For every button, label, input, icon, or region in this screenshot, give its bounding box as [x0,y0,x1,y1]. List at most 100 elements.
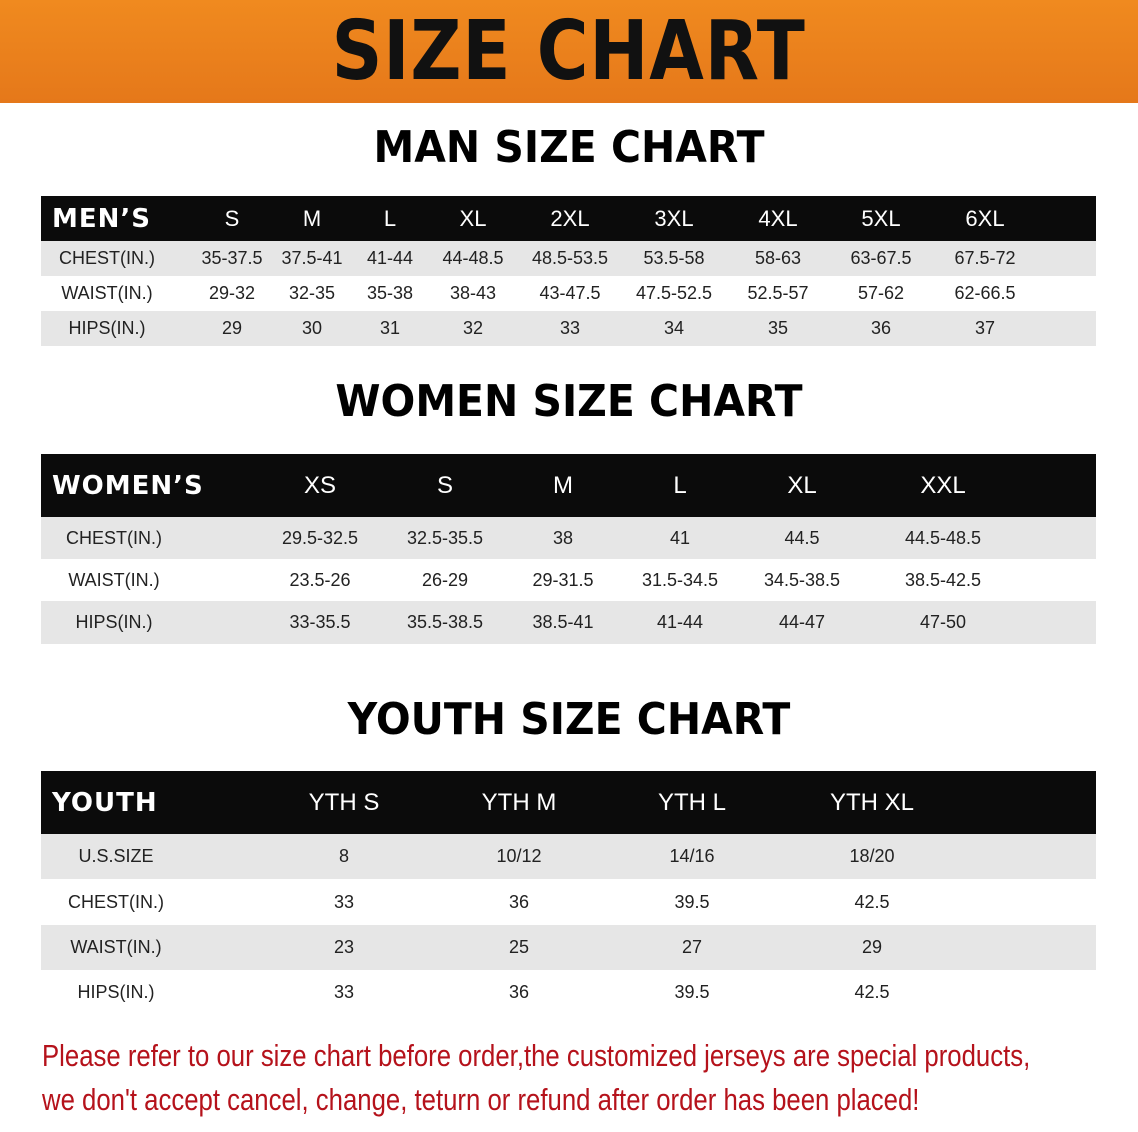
table-cell: 31.5-34.5 [641,569,719,590]
table-cell: 39.5 [674,891,710,912]
table-row: WAIST(IN.) 23.5-26 26-29 29-31.5 31.5-34.5 34… [41,559,1096,601]
table-cell: 58-63 [754,248,802,268]
size-column-header: L [673,471,687,499]
row-label: HIPS(IN.) [75,612,153,632]
size-column-header: YTH L [657,788,727,816]
table-cell: 29-32 [208,283,256,303]
table-cell: 42.5 [854,982,890,1002]
youth-section-title: YOUTH SIZE CHART [347,694,791,745]
row-label: CHEST(IN.) [59,248,155,268]
table-cell: 38.5-42.5 [904,569,982,590]
table-cell: 30 [301,318,323,338]
size-column-header: M [553,471,573,499]
table-header-row: YOUTH YTH S YTH M YTH L YTH XL [41,771,1096,834]
table-row: CHEST(IN.) 29.5-32.5 32.5-35.5 38 41 44.5 44.5… [41,517,1096,559]
table-cell: 32 [462,318,484,338]
table-row: WAIST(IN.) 29-32 32-35 35-38 38-43 43-47.5 47.… [41,276,1096,311]
table-cell: 62-66.5 [954,283,1016,303]
table-cell: 38-43 [449,283,497,303]
notice-line-1: Please refer to our size chart before or… [42,1038,1031,1073]
table-cell: 8 [338,846,350,866]
banner: SIZE CHART [0,0,1138,103]
table-cell: 52.5-57 [747,283,809,303]
table-cell: 67.5-72 [954,248,1016,268]
size-column-header: XS [303,471,337,499]
size-column-header: 5XL [861,205,901,231]
table-cell: 31 [379,318,401,338]
table-cell: 37 [974,318,996,338]
row-label: HIPS(IN.) [68,318,146,338]
table-row: WAIST(IN.) 23 25 27 29 [41,925,1096,970]
table-cell: 33-35.5 [289,612,351,632]
size-column-header: S [436,471,454,499]
youth-size-table: YOUTH YTH S YTH M YTH L YTH XL U.S.SIZE 8 10/12… [41,771,1096,1015]
size-column-header: YTH XL [829,788,915,816]
table-cell: 29 [861,937,883,957]
size-column-header: M [302,205,322,231]
size-column-header: S [224,205,240,231]
size-column-header: 4XL [758,205,798,231]
table-cell: 33 [559,318,581,338]
women-size-table: WOMEN’S XS S M L XL XXL CHEST(IN.) 29.5-32.5 32.5… [41,454,1096,644]
table-cell: 39.5 [674,982,710,1002]
table-row: HIPS(IN.) 29 30 31 32 33 34 35 36 37 [41,311,1096,346]
size-column-header: YTH M [481,788,557,816]
table-cell: 23 [333,937,355,957]
table-cell: 23.5-26 [289,569,351,590]
table-cell: 43-47.5 [539,283,601,303]
table-cell: 18/20 [849,846,895,866]
table-cell: 42.5 [854,891,890,912]
table-header-row: MEN’S S M L XL 2XL 3XL 4XL 5XL 6XL [41,196,1096,241]
size-column-header: YTH S [308,788,380,816]
table-row: CHEST(IN.) 35-37.5 37.5-41 41-44 44-48.5 48.5… [41,241,1096,276]
table-cell: 26-29 [421,569,469,590]
table-cell: 35-37.5 [201,248,263,268]
size-column-header: L [383,205,397,231]
table-cell: 10/12 [496,846,542,866]
table-cell: 25 [508,937,530,957]
table-header-label: WOMEN’S [52,470,204,501]
table-row: HIPS(IN.) 33 36 39.5 42.5 [41,970,1096,1015]
size-column-header: 2XL [550,205,590,231]
table-cell: 29 [221,318,243,338]
size-column-header: XL [787,471,817,499]
table-cell: 47.5-52.5 [635,283,713,303]
table-cell: 44.5 [784,527,820,548]
size-column-header: XL [459,205,487,231]
table-cell: 48.5-53.5 [531,248,609,268]
table-cell: 32.5-35.5 [406,527,484,548]
table-header-label: MEN’S [52,203,151,234]
row-label: WAIST(IN.) [68,569,160,590]
table-cell: 37.5-41 [281,248,343,268]
women-section-title: WOMEN SIZE CHART [335,376,803,427]
table-cell: 41-44 [366,248,414,268]
size-column-header: 3XL [654,205,694,231]
table-cell: 44.5-48.5 [904,527,982,548]
table-cell: 36 [508,982,530,1002]
table-cell: 47-50 [919,612,967,632]
size-column-header: XXL [920,471,966,499]
table-cell: 34.5-38.5 [763,569,841,590]
table-cell: 44-47 [778,612,826,632]
page-title: SIZE CHART [331,4,807,99]
row-label: WAIST(IN.) [61,283,153,303]
table-row: CHEST(IN.) 33 36 39.5 42.5 [41,879,1096,925]
table-cell: 33 [333,982,355,1002]
table-cell: 63-67.5 [850,248,912,268]
table-cell: 53.5-58 [643,248,705,268]
table-cell: 33 [333,891,355,912]
table-cell: 35 [767,318,789,338]
table-cell: 27 [681,937,703,957]
table-header-label: YOUTH [52,787,158,818]
table-cell: 35-38 [366,283,414,303]
table-cell: 36 [870,318,892,338]
row-label: HIPS(IN.) [77,982,155,1002]
table-row: U.S.SIZE 8 10/12 14/16 18/20 [41,834,1096,879]
table-cell: 38.5-41 [532,612,594,632]
men-section-title: MAN SIZE CHART [373,122,765,173]
table-cell: 32-35 [288,283,336,303]
row-label: CHEST(IN.) [66,527,162,548]
table-row: HIPS(IN.) 33-35.5 35.5-38.5 38.5-41 41-44 44-… [41,601,1096,644]
table-cell: 29-31.5 [532,569,594,590]
table-cell: 41 [669,527,691,548]
